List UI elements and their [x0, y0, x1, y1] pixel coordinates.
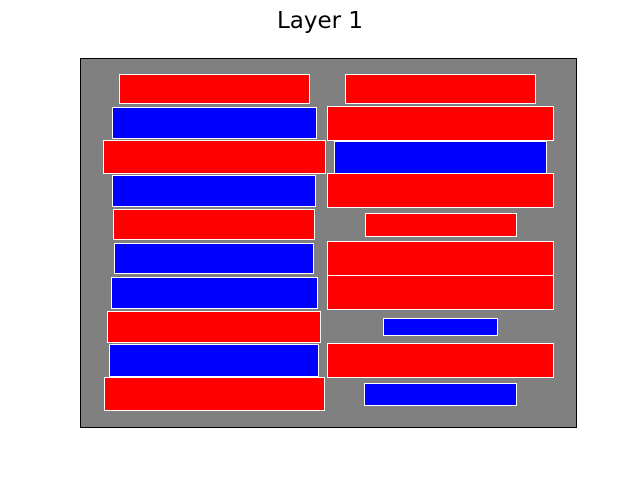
- left-block-9-blue: [109, 344, 319, 377]
- left-block-7-blue: [111, 277, 318, 309]
- right-block-10-blue: [364, 383, 517, 406]
- right-block-3-blue: [334, 141, 547, 174]
- right-block-6-red: [327, 241, 554, 276]
- left-block-8-red: [107, 311, 321, 343]
- right-block-9-red: [327, 343, 554, 378]
- right-block-2-red: [327, 106, 554, 141]
- right-block-5-red: [365, 213, 517, 237]
- plot-title: Layer 1: [276, 8, 364, 34]
- right-block-4-red: [327, 173, 554, 208]
- left-block-4-blue: [112, 175, 316, 207]
- left-block-10-red: [104, 377, 325, 411]
- left-block-6-blue: [114, 243, 314, 274]
- blocks-group: [103, 74, 554, 411]
- left-block-5-red: [113, 209, 315, 240]
- right-block-8-blue: [383, 318, 498, 336]
- left-block-1-red: [119, 74, 310, 104]
- right-block-7-red: [327, 275, 554, 310]
- left-block-2-blue: [112, 107, 317, 139]
- left-block-3-red: [103, 140, 326, 174]
- right-block-1-red: [345, 74, 536, 104]
